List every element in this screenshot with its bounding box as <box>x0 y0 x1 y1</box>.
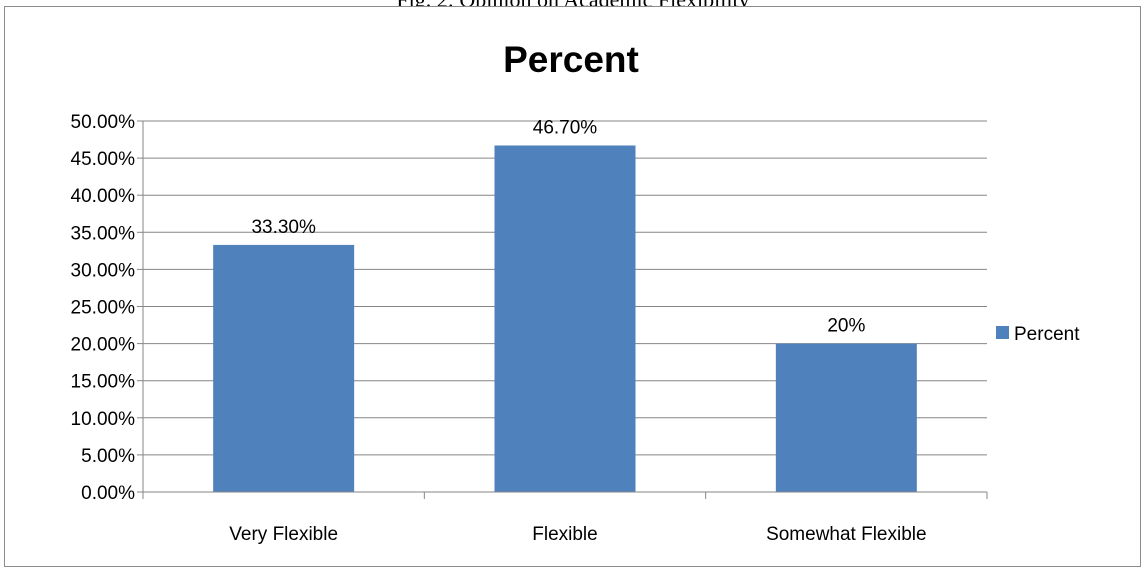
y-tick-label: 0.00% <box>81 483 135 504</box>
y-tick-label: 5.00% <box>81 446 135 467</box>
data-labels: 33.30% 46.70% 20% <box>251 117 865 336</box>
axes <box>137 120 988 499</box>
y-tick-label: 50.00% <box>71 112 136 133</box>
data-label: 46.70% <box>533 117 598 138</box>
legend-label: Percent <box>1014 324 1080 345</box>
y-tick-label: 30.00% <box>71 260 136 281</box>
y-tick-label: 15.00% <box>71 372 136 393</box>
y-tick-label: 10.00% <box>71 409 136 430</box>
x-tick-label: Very Flexible <box>229 524 338 545</box>
bars <box>213 145 917 492</box>
bar <box>213 244 355 492</box>
bar <box>494 145 636 492</box>
y-tick-labels: 0.00% 5.00% 10.00% 15.00% 20.00% 25.00% 30.00%… <box>71 112 136 504</box>
legend: Percent <box>996 324 1080 345</box>
y-tick-label: 25.00% <box>71 298 136 319</box>
x-tick-label: Somewhat Flexible <box>766 524 927 545</box>
y-tick-label: 35.00% <box>71 223 136 244</box>
y-tick-label: 40.00% <box>71 186 136 207</box>
data-label: 20% <box>827 316 865 337</box>
y-tick-label: 45.00% <box>71 149 136 170</box>
x-tick-labels: Very Flexible Flexible Somewhat Flexible <box>229 524 926 545</box>
chart-title: Percent <box>503 39 639 80</box>
y-tick-label: 20.00% <box>71 335 136 356</box>
x-tick-label: Flexible <box>532 524 597 545</box>
bar <box>775 343 917 492</box>
data-label: 33.30% <box>251 217 316 238</box>
legend-swatch <box>996 326 1009 339</box>
